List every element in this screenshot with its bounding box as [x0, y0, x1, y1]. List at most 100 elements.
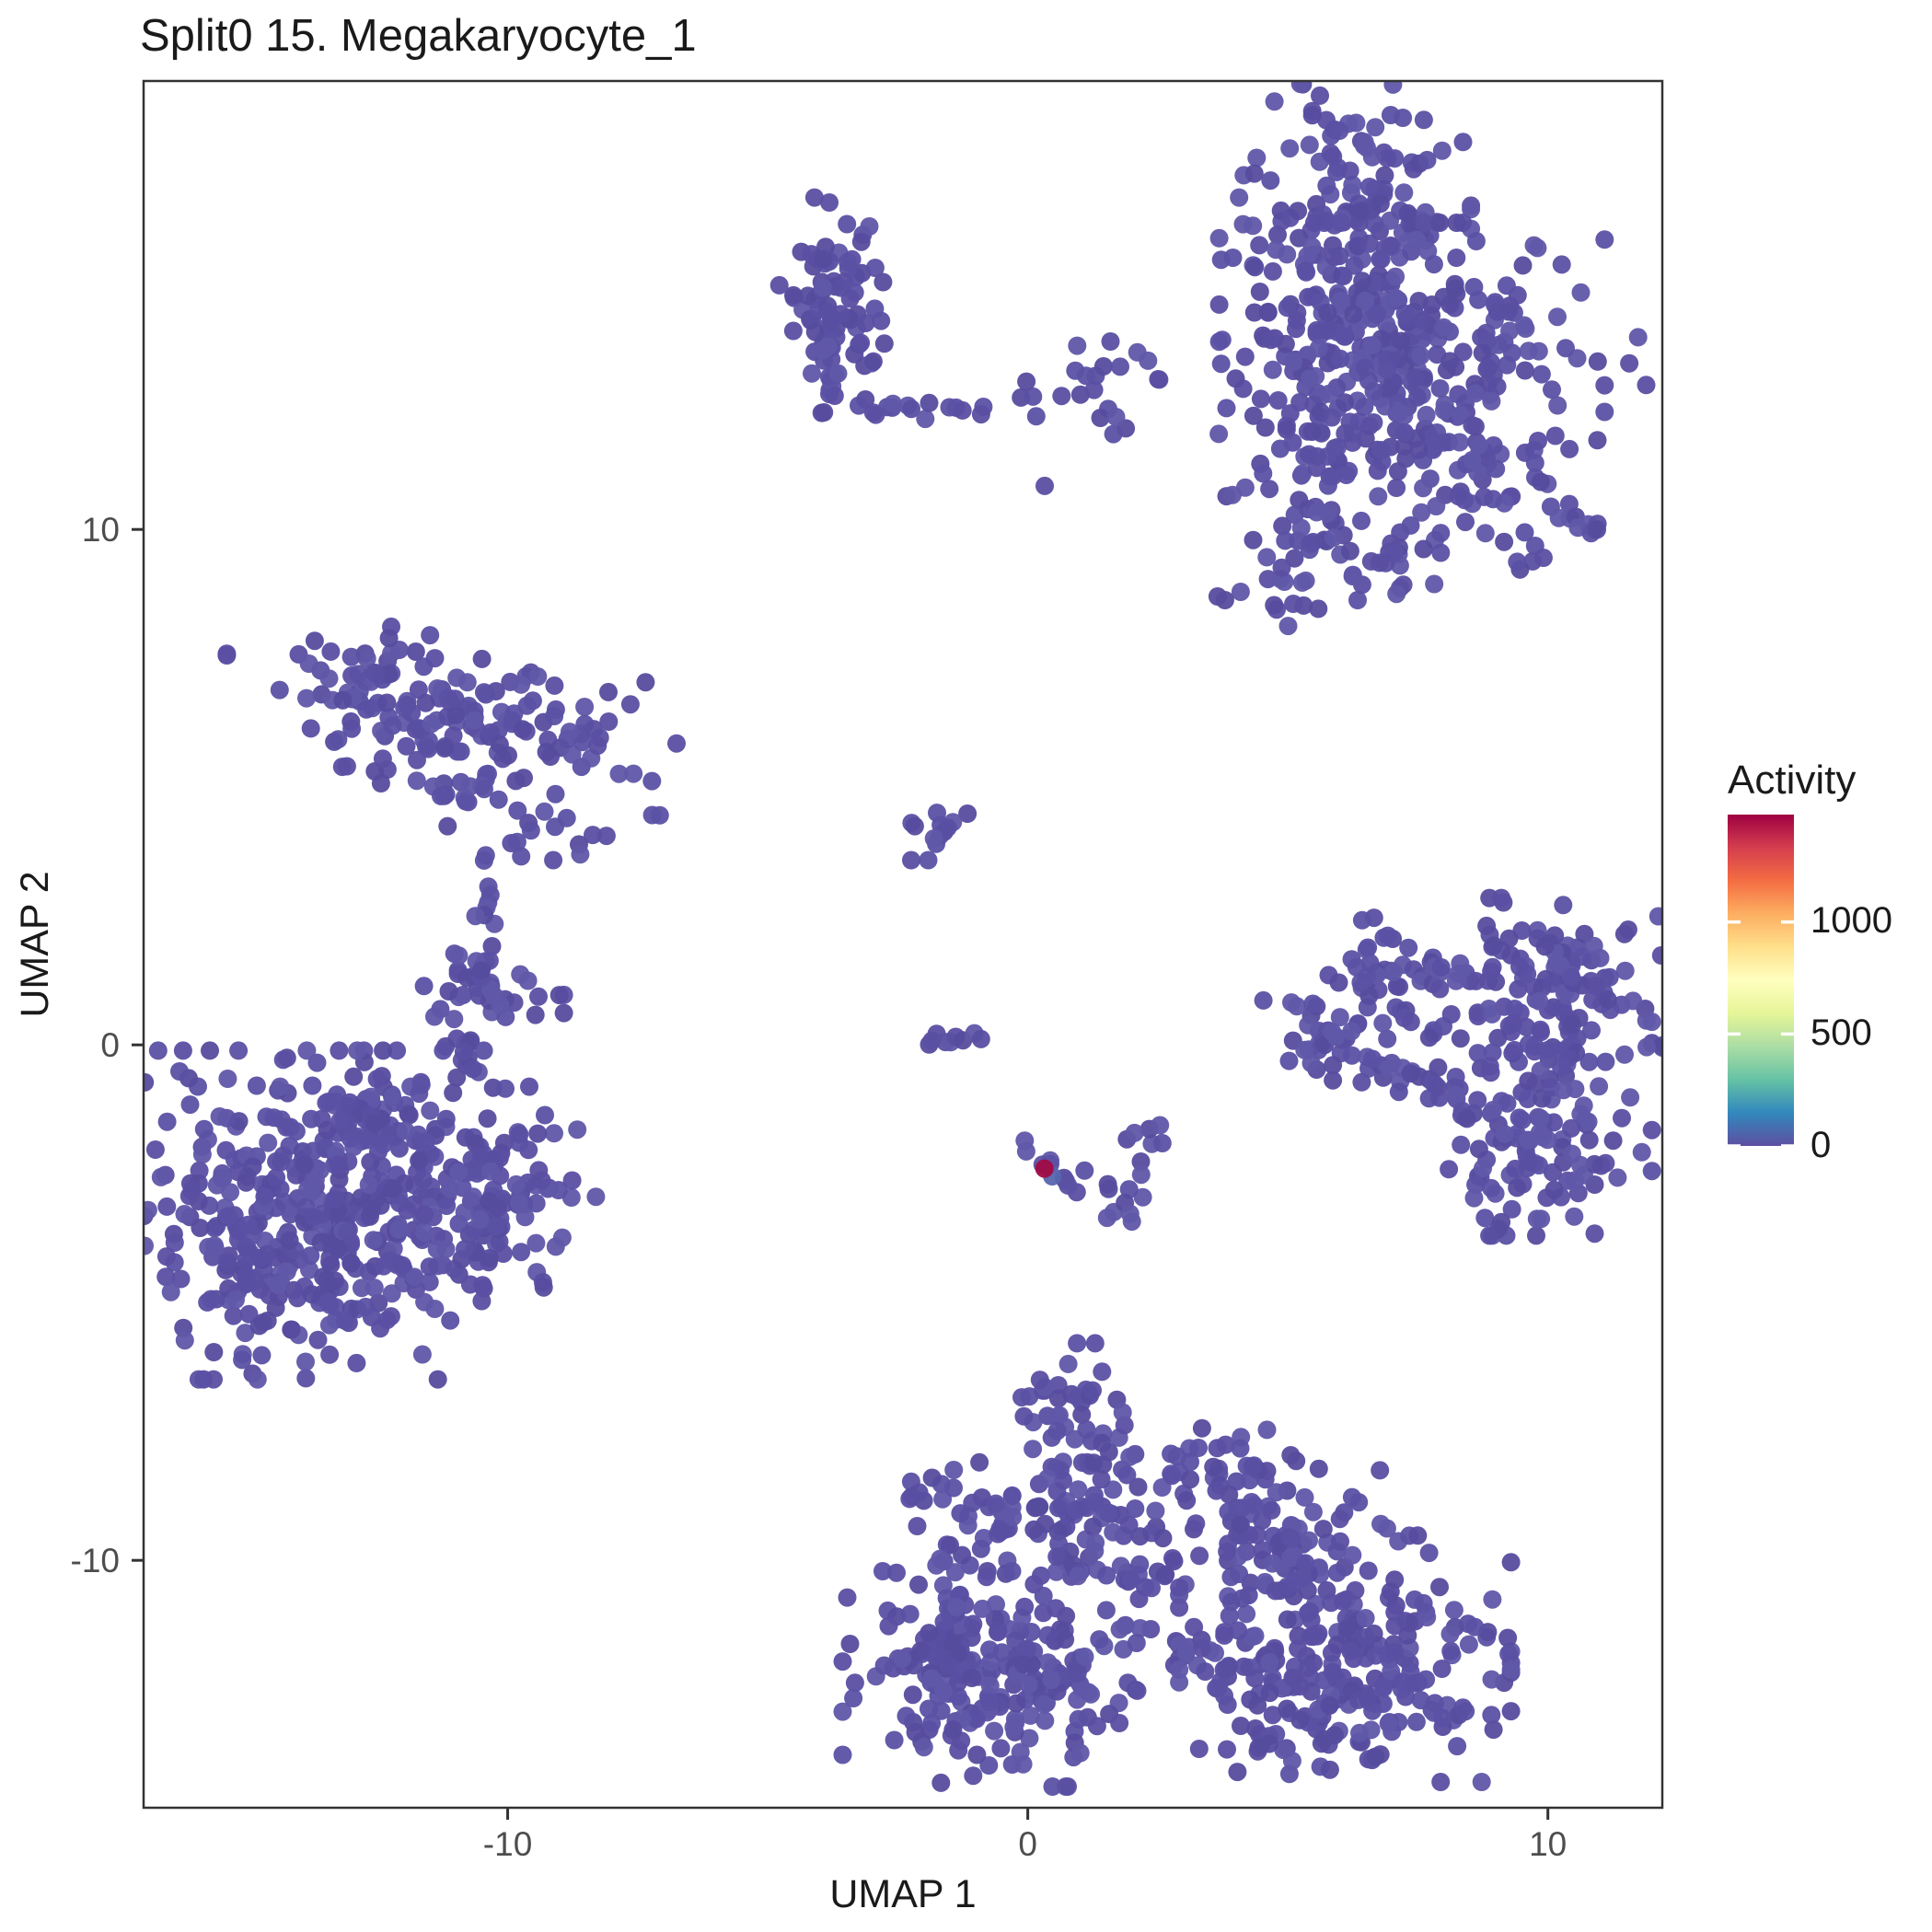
data-point — [1086, 1493, 1105, 1512]
data-point — [1245, 1669, 1265, 1688]
data-point — [922, 1714, 942, 1733]
data-point — [1409, 440, 1429, 459]
data-point — [1146, 1501, 1165, 1521]
data-point — [1451, 954, 1470, 973]
data-point — [271, 1077, 290, 1096]
data-point — [933, 1682, 953, 1701]
tick-label: -10 — [71, 1542, 120, 1579]
data-point — [1035, 476, 1054, 495]
data-point — [1484, 1720, 1503, 1740]
data-point — [267, 1168, 286, 1187]
data-point — [1651, 946, 1662, 965]
data-point — [1571, 283, 1591, 302]
data-point — [947, 1598, 966, 1616]
data-point — [463, 1059, 482, 1079]
data-point — [1250, 236, 1269, 255]
data-point — [1479, 358, 1498, 377]
data-point — [1069, 1567, 1088, 1586]
data-point — [908, 1517, 927, 1535]
data-point — [874, 334, 894, 353]
data-point — [1429, 1058, 1448, 1077]
data-point — [1263, 261, 1282, 281]
tick-label: 0 — [1018, 1825, 1037, 1863]
data-point — [934, 1613, 954, 1631]
data-point — [1215, 591, 1234, 609]
data-point — [1133, 1187, 1152, 1207]
data-point — [1127, 1634, 1146, 1652]
data-point — [1441, 1641, 1461, 1660]
data-point — [330, 1170, 349, 1189]
data-point — [1432, 141, 1452, 160]
data-point — [1387, 479, 1406, 497]
data-point — [1374, 1678, 1394, 1697]
data-point — [407, 771, 426, 791]
data-point — [825, 387, 844, 405]
data-point — [1423, 439, 1442, 458]
data-point — [1365, 214, 1384, 233]
data-point — [1035, 1695, 1054, 1714]
data-point — [86, 1155, 104, 1174]
data-point — [1266, 1581, 1285, 1601]
data-point — [1530, 991, 1549, 1011]
data-point — [1104, 1522, 1123, 1542]
data-point — [1332, 291, 1350, 310]
data-point — [377, 693, 397, 712]
data-point — [1291, 518, 1311, 538]
data-point — [364, 1278, 384, 1298]
data-point — [865, 259, 885, 277]
data-point — [247, 1076, 266, 1095]
data-point — [408, 750, 426, 769]
data-point — [1487, 302, 1507, 321]
data-point — [1216, 1660, 1235, 1679]
data-point — [1518, 1090, 1537, 1108]
data-point — [873, 272, 893, 292]
data-point — [1215, 1623, 1234, 1642]
data-point — [831, 278, 850, 297]
data-point — [971, 1539, 990, 1558]
data-point — [314, 1267, 333, 1287]
data-point — [1130, 1619, 1150, 1637]
data-point — [1588, 431, 1607, 450]
data-point — [1586, 977, 1605, 996]
data-point — [1336, 466, 1356, 484]
data-point — [1324, 1070, 1343, 1090]
data-point — [329, 730, 348, 749]
data-point — [1545, 426, 1565, 445]
data-point — [962, 1669, 981, 1687]
data-point — [1263, 1554, 1282, 1573]
data-point — [562, 745, 582, 764]
data-point — [1176, 1643, 1196, 1662]
data-point — [282, 1320, 301, 1339]
data-point — [1303, 1502, 1323, 1521]
data-point — [1447, 249, 1466, 267]
data-point — [1463, 450, 1482, 469]
data-point — [1431, 524, 1451, 543]
data-point — [1371, 194, 1390, 214]
data-point — [191, 1219, 210, 1237]
data-point — [318, 1292, 338, 1312]
data-point — [1099, 1503, 1118, 1522]
data-point — [248, 1370, 267, 1389]
data-point — [1359, 986, 1379, 1005]
data-point — [472, 1291, 492, 1311]
data-point — [546, 784, 565, 804]
data-point — [301, 719, 320, 738]
data-point — [255, 1232, 274, 1250]
data-point — [415, 1222, 434, 1242]
data-point — [1223, 485, 1242, 504]
data-point — [1049, 1498, 1068, 1518]
data-point — [1499, 929, 1519, 948]
data-point — [425, 1007, 444, 1026]
data-point — [1257, 548, 1277, 567]
data-point — [545, 707, 564, 725]
data-point — [1463, 416, 1482, 435]
data-point — [1300, 135, 1319, 155]
data-point — [1469, 435, 1488, 455]
data-point — [903, 1685, 922, 1705]
data-point — [1527, 1226, 1545, 1245]
data-point — [280, 1231, 299, 1250]
data-point — [86, 1247, 104, 1266]
data-point — [1330, 121, 1349, 140]
data-point — [1527, 1209, 1546, 1229]
data-point — [1383, 81, 1403, 94]
